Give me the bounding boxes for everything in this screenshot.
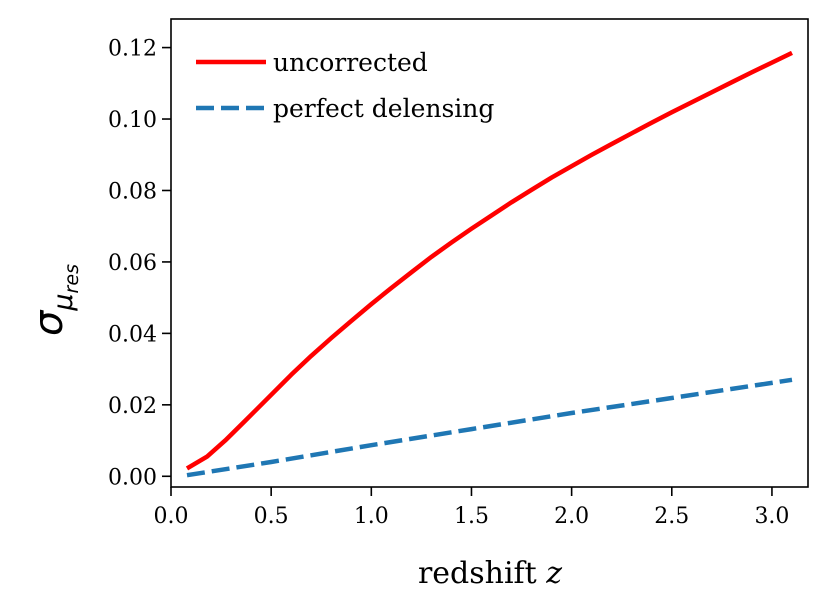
series-line-uncorrected — [185, 50, 793, 471]
series-line-perfect-delensing — [186, 377, 793, 478]
y-ticks: 0.00 0.02 0.04 0.06 0.08 0.10 0.12 — [108, 37, 171, 490]
legend-label-uncorrected: uncorrected — [273, 48, 428, 77]
x-tick-label: 1.0 — [354, 504, 389, 529]
svg-text:σμres: σμres — [26, 264, 83, 336]
x-tick-label: 2.5 — [654, 504, 689, 529]
x-tick-label: 0.0 — [154, 504, 189, 529]
x-tick-label: 1.5 — [454, 504, 489, 529]
y-tick-label: 0.12 — [108, 37, 157, 62]
x-ticks: 0.0 0.5 1.0 1.5 2.0 2.5 3.0 — [154, 487, 789, 529]
x-tick-label: 3.0 — [754, 504, 789, 529]
y-tick-label: 0.04 — [108, 322, 157, 347]
legend-label-perfect-delensing: perfect delensing — [273, 94, 494, 123]
plot-frame — [170, 18, 809, 488]
legend: uncorrected perfect delensing — [196, 48, 494, 123]
y-tick-label: 0.06 — [108, 251, 157, 276]
y-tick-label: 0.00 — [108, 465, 157, 490]
series-lines — [185, 50, 793, 478]
y-tick-label: 0.10 — [108, 108, 157, 133]
y-axis-label: σμres — [26, 264, 83, 336]
x-axis-label: redshift z — [418, 556, 562, 591]
x-tick-label: 2.0 — [554, 504, 589, 529]
y-tick-label: 0.08 — [108, 179, 157, 204]
x-tick-label: 0.5 — [254, 504, 289, 529]
y-tick-label: 0.02 — [108, 394, 157, 419]
